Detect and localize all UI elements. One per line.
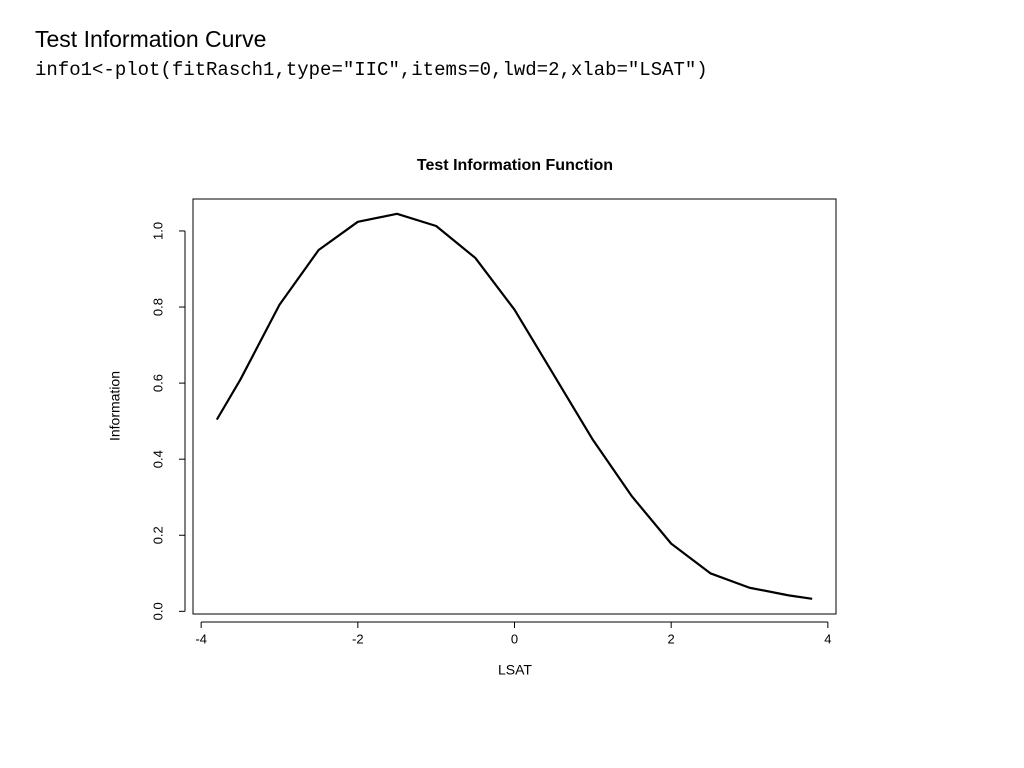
x-tick-label: 2 [668, 631, 675, 646]
y-tick-label: 0.8 [150, 298, 165, 316]
y-axis-label: Information [107, 371, 123, 441]
x-tick-label: -2 [352, 631, 364, 646]
chart-title: Test Information Function [417, 157, 613, 174]
x-tick-label: 4 [824, 631, 831, 646]
y-tick-label: 1.0 [150, 222, 165, 240]
y-tick-label: 0.6 [150, 374, 165, 392]
y-tick-label: 0.4 [150, 450, 165, 468]
plot-frame [192, 198, 837, 615]
x-axis-label: LSAT [498, 662, 532, 678]
code-line: info1<-plot(fitRasch1,type="IIC",items=0… [35, 59, 708, 81]
slide-title: Test Information Curve [35, 26, 267, 52]
y-tick-label: 0.2 [150, 526, 165, 544]
info-curve [215, 212, 813, 600]
x-tick-label: -4 [195, 631, 207, 646]
x-tick-label: 0 [511, 631, 518, 646]
y-tick-label: 0.0 [150, 602, 165, 620]
